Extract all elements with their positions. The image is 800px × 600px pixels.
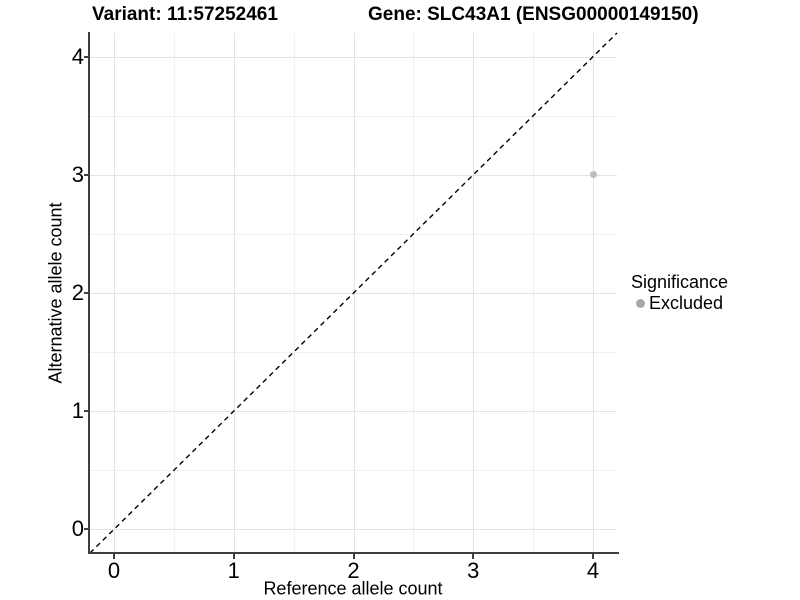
gridline-major-horizontal bbox=[90, 529, 617, 531]
legend-title: Significance bbox=[631, 272, 729, 292]
legend-item-label: Excluded bbox=[649, 293, 724, 313]
legend: Significance Excluded bbox=[631, 272, 728, 313]
gridline-major-horizontal bbox=[90, 411, 617, 413]
y-tick-mark bbox=[84, 55, 89, 58]
plot-panel bbox=[89, 32, 618, 554]
legend-item-excluded: Excluded bbox=[636, 294, 728, 313]
x-tick-mark bbox=[352, 554, 355, 559]
x-tick-label: 1 bbox=[227, 558, 240, 583]
x-axis-title: Reference allele count bbox=[263, 578, 443, 599]
gridline-major-horizontal bbox=[90, 56, 617, 58]
y-tick-mark bbox=[84, 173, 89, 176]
variant-title: Variant: 11:57252461 bbox=[92, 4, 278, 25]
x-tick-mark bbox=[472, 554, 475, 559]
x-tick-label: 4 bbox=[586, 558, 600, 583]
gene-title: Gene: SLC43A1 (ENSG00000149150) bbox=[368, 4, 699, 25]
y-tick-label: 3 bbox=[71, 161, 84, 187]
identity-dashed-line bbox=[89, 32, 618, 554]
x-tick-mark bbox=[232, 554, 235, 559]
excluded-dot-icon bbox=[636, 299, 645, 308]
y-tick-label: 0 bbox=[71, 516, 84, 542]
y-tick-mark bbox=[84, 292, 89, 294]
y-tick-mark bbox=[84, 528, 89, 531]
y-tick-label: 1 bbox=[71, 398, 84, 424]
y-axis-line bbox=[88, 32, 90, 554]
y-tick-mark bbox=[84, 410, 89, 413]
x-tick-label: 2 bbox=[347, 558, 360, 583]
y-tick-label: 4 bbox=[71, 43, 84, 69]
x-tick-label: 3 bbox=[467, 558, 480, 583]
data-point bbox=[589, 171, 597, 179]
x-tick-mark bbox=[592, 554, 595, 559]
y-tick-label: 2 bbox=[71, 280, 84, 305]
x-axis-line bbox=[88, 552, 619, 554]
gridline-major-horizontal bbox=[90, 174, 617, 176]
x-tick-mark bbox=[112, 554, 115, 559]
x-tick-label: 0 bbox=[107, 558, 121, 583]
